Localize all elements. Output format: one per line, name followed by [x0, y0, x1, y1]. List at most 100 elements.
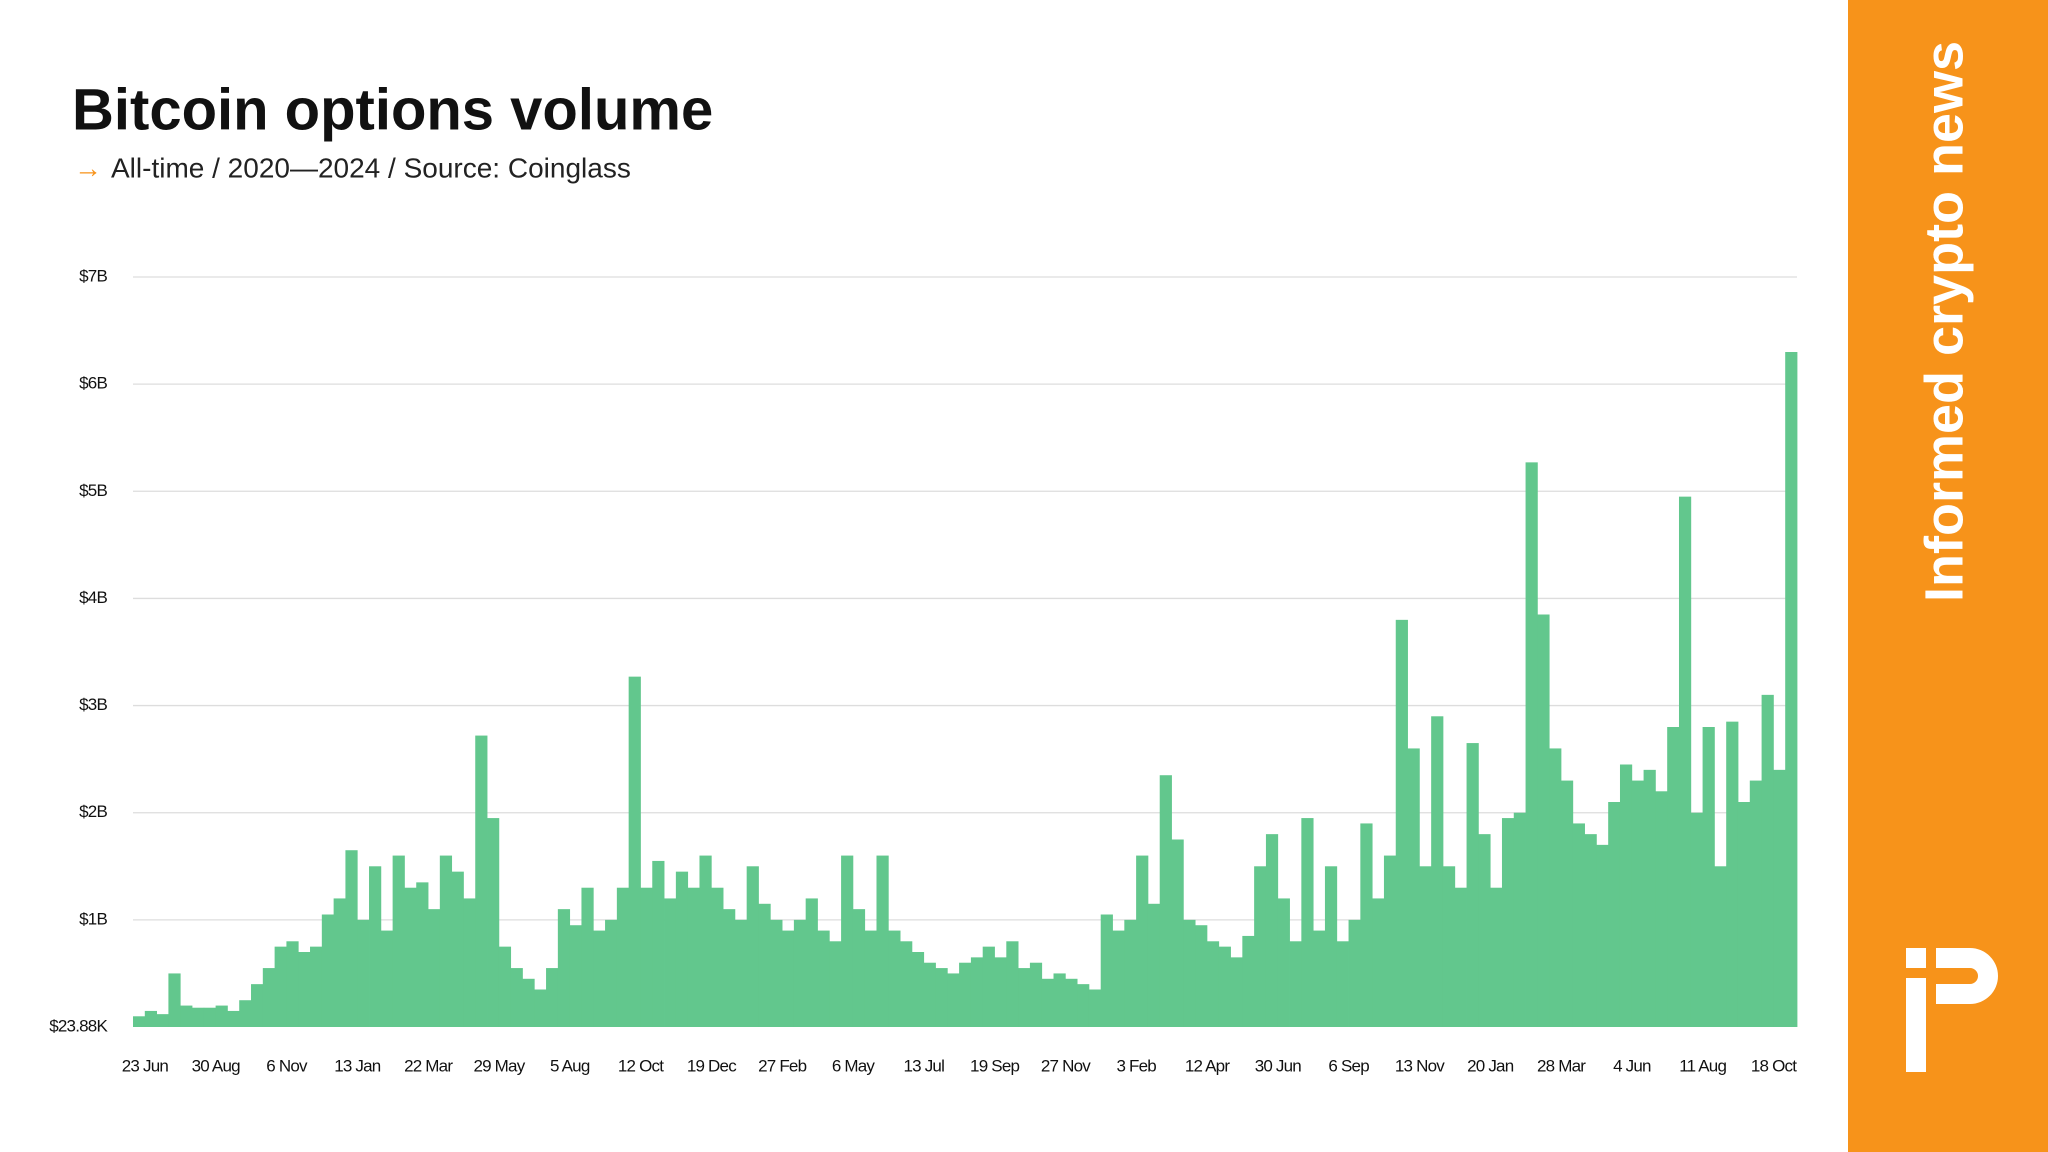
bar [1631, 780, 1644, 1027]
bar [1289, 941, 1302, 1027]
bar [876, 855, 889, 1027]
bar [699, 855, 712, 1027]
bar [451, 871, 464, 1027]
x-tick-label: 28 Mar [1537, 1056, 1586, 1075]
subtitle: All-time / 2020—2024 / Source: Coinglass [111, 152, 631, 183]
bar [144, 1010, 158, 1027]
x-tick-label: 20 Jan [1467, 1056, 1514, 1075]
bar [510, 968, 523, 1027]
bar [345, 850, 358, 1027]
y-tick-label: $7B [79, 266, 107, 285]
bar [888, 930, 901, 1027]
bar [616, 887, 630, 1027]
bar [215, 1005, 228, 1027]
bar [369, 866, 382, 1027]
bar [522, 978, 535, 1027]
y-tick-label: $2B [79, 802, 107, 821]
bar [982, 946, 995, 1027]
bar [1077, 984, 1090, 1027]
bar [911, 952, 925, 1027]
bar [321, 914, 335, 1027]
bar [1513, 812, 1526, 1027]
bar [392, 855, 405, 1027]
bar [1785, 352, 1798, 1027]
bar [1490, 887, 1503, 1027]
x-tick-label: 23 Jun [122, 1056, 169, 1075]
x-tick-label: 13 Nov [1395, 1056, 1445, 1075]
bar [286, 941, 299, 1027]
bar [1702, 727, 1715, 1027]
bar [1171, 839, 1184, 1027]
bar [1029, 962, 1043, 1027]
plot-area: $23.88K $1B $2B $3B $4B $5B $6B $7B 23 Jun 30 Aug… [49, 266, 1798, 1075]
bar [357, 919, 370, 1027]
bar [404, 887, 417, 1027]
x-tick-label: 18 Oct [1751, 1056, 1797, 1075]
x-tick-label: 4 Jun [1613, 1056, 1651, 1075]
bar [1136, 855, 1149, 1027]
bar [1254, 866, 1267, 1027]
bar [640, 887, 653, 1027]
bar [1206, 941, 1220, 1027]
bar [852, 909, 866, 1027]
bar [487, 818, 500, 1027]
logo-stem [1906, 978, 1926, 1072]
bar [1348, 919, 1361, 1027]
y-tick-label: $3B [79, 695, 107, 714]
bar [805, 898, 818, 1027]
bar [994, 957, 1007, 1027]
bar [1596, 844, 1609, 1027]
x-tick-label: 6 Sep [1328, 1056, 1369, 1075]
bar [534, 989, 547, 1027]
bar [1442, 866, 1456, 1027]
bar [262, 968, 276, 1027]
chart-title: Bitcoin options volume [72, 77, 713, 142]
bar [133, 1016, 146, 1027]
y-tick-label: $4B [79, 588, 107, 607]
brand-text: Informed crypto news [1914, 41, 1974, 602]
x-tick-label: 19 Sep [970, 1056, 1019, 1075]
bar [569, 925, 582, 1027]
x-tick-label: 6 Nov [266, 1056, 308, 1075]
bar [333, 898, 346, 1027]
bar [1619, 764, 1633, 1027]
bar [970, 957, 984, 1027]
bar [1006, 941, 1019, 1027]
x-tick-label: 30 Aug [192, 1056, 240, 1075]
x-tick-label: 27 Feb [758, 1056, 806, 1075]
bar [1195, 925, 1208, 1027]
bar [605, 919, 618, 1027]
bar [1336, 941, 1349, 1027]
bar [1584, 834, 1597, 1027]
y-tick-label: $6B [79, 374, 107, 393]
bar [1041, 978, 1054, 1027]
x-tick-label: 30 Jun [1255, 1056, 1302, 1075]
x-tick-label: 22 Mar [404, 1056, 453, 1075]
bar [1572, 823, 1585, 1027]
bar [829, 941, 842, 1027]
y-tick-label: $23.88K [49, 1016, 108, 1035]
bar [439, 855, 453, 1027]
bar [947, 973, 960, 1027]
bar [180, 1005, 193, 1027]
x-tick-label: 19 Dec [687, 1056, 737, 1075]
bar [1183, 919, 1196, 1027]
bar [1277, 898, 1290, 1027]
x-tick-label: 13 Jan [334, 1056, 381, 1075]
bar [1218, 946, 1231, 1027]
bar [274, 946, 287, 1027]
bar [227, 1010, 240, 1027]
bar [652, 860, 665, 1027]
logo-dot [1906, 948, 1926, 968]
bar [546, 968, 559, 1027]
bar [1395, 619, 1408, 1027]
bar [1608, 802, 1621, 1027]
bar [817, 930, 830, 1027]
bar [239, 1000, 252, 1027]
bar [192, 1007, 205, 1027]
bar [1018, 968, 1031, 1027]
x-tick-label: 13 Jul [904, 1056, 945, 1075]
bar [746, 866, 759, 1027]
